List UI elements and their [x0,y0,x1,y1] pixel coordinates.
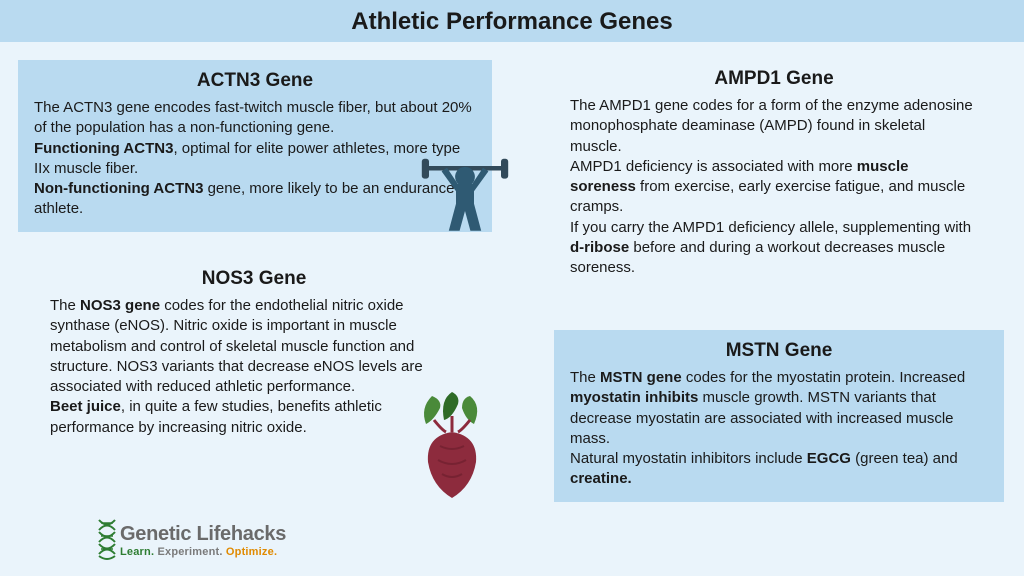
nos3-body: The NOS3 gene codes for the endothelial … [50,296,458,438]
ampd1-body: The AMPD1 gene codes for a form of the e… [570,96,978,278]
card-ampd1: AMPD1 Gene The AMPD1 gene codes for a fo… [554,58,994,290]
page-title: Athletic Performance Genes [0,8,1024,36]
weightlifter-icon [420,148,510,238]
nos3-heading: NOS3 Gene [50,268,458,290]
beet-icon [412,390,492,500]
ampd1-heading: AMPD1 Gene [570,68,978,90]
brand-name: Genetic Lifehacks [120,523,286,546]
title-bar: Athletic Performance Genes [0,0,1024,42]
brand-tagline: Learn. Experiment. Optimize. [120,546,286,558]
actn3-body: The ACTN3 gene encodes fast-twitch muscl… [34,98,476,220]
card-mstn: MSTN Gene The MSTN gene codes for the my… [554,330,1004,502]
mstn-heading: MSTN Gene [570,340,988,362]
dna-icon [96,518,118,562]
brand-logo: Genetic Lifehacks Learn. Experiment. Opt… [120,523,286,558]
actn3-heading: ACTN3 Gene [34,70,476,92]
mstn-body: The MSTN gene codes for the myostatin pr… [570,368,988,490]
card-nos3: NOS3 Gene The NOS3 gene codes for the en… [34,258,474,450]
